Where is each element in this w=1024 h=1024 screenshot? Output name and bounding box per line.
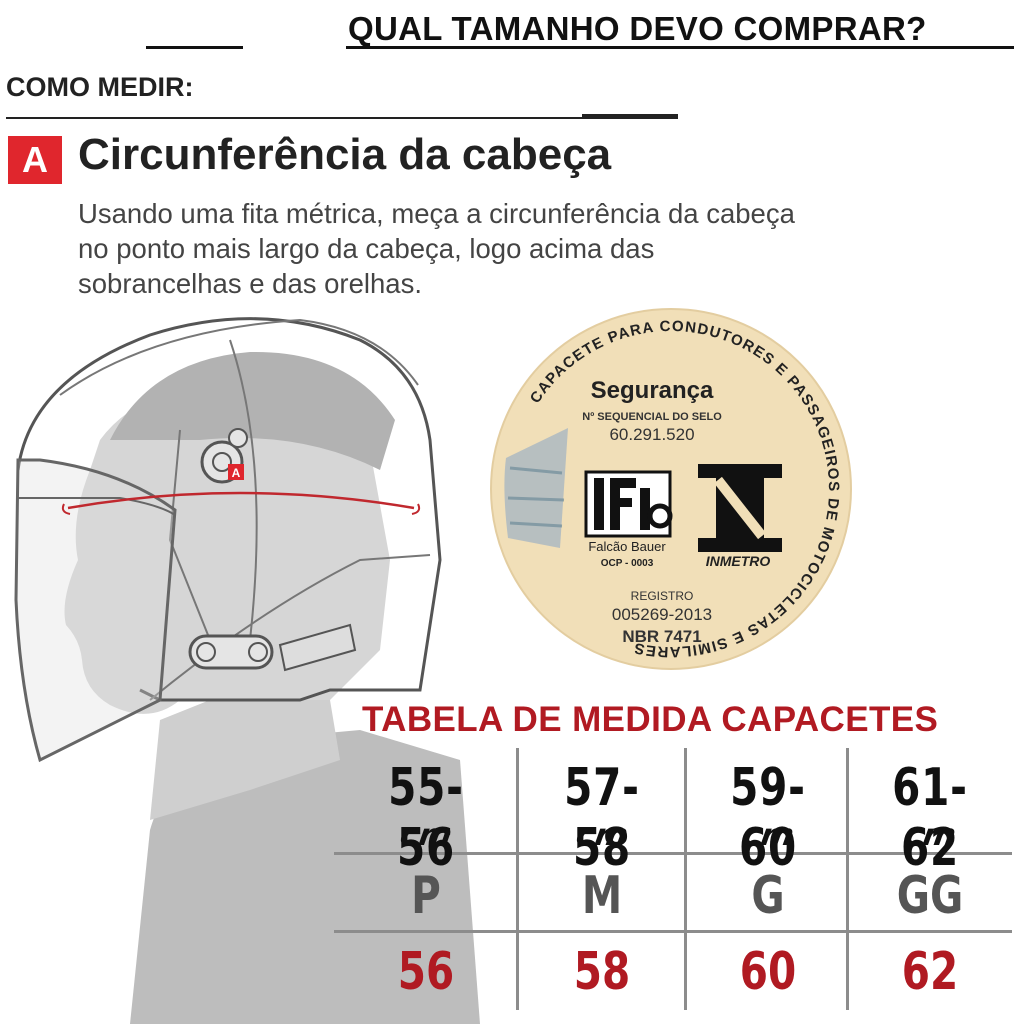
- size-range: 55-56: [388, 758, 464, 878]
- size-letter: G: [751, 866, 785, 926]
- helmet-illustration: A: [14, 317, 480, 1024]
- svg-text:A: A: [232, 466, 241, 480]
- measure-line: [67, 491, 415, 510]
- size-unit: cm: [739, 818, 797, 853]
- seal-seq-number: 60.291.520: [609, 425, 694, 444]
- seal-seq-label: Nº SEQUENCIAL DO SELO: [582, 411, 722, 423]
- reg-label: REGISTRO: [631, 589, 694, 603]
- shirt-shape: [130, 730, 480, 1024]
- step-title: Circunferência da cabeça: [78, 130, 612, 179]
- table-column-divider: [846, 748, 849, 1010]
- table-column-divider: [684, 748, 687, 1010]
- section-divider-accent: [582, 114, 678, 119]
- head-shape: [64, 380, 390, 714]
- lab-code: OCP - 0003: [601, 558, 654, 569]
- helmet-size-number: 62: [901, 942, 959, 1002]
- inmetro-label: INMETRO: [706, 553, 771, 569]
- seal-brand: Segurança: [591, 377, 714, 404]
- reg-number: 005269-2013: [612, 605, 712, 624]
- step-description: Usando uma fita métrica, meça a circunfe…: [78, 198, 795, 299]
- section-divider: [6, 117, 678, 119]
- size-range: 61-62: [892, 758, 968, 878]
- lab-name: Falcão Bauer: [588, 539, 666, 554]
- section-label: COMO MEDIR:: [6, 72, 194, 102]
- hair-shape: [110, 351, 395, 470]
- header-underline: [346, 46, 1014, 49]
- size-unit: cm: [901, 818, 959, 853]
- table-column-divider: [516, 748, 519, 1010]
- size-letter: GG: [896, 866, 964, 926]
- size-letter: M: [581, 866, 623, 926]
- table-row-divider: [334, 930, 1012, 933]
- neck-shape: [150, 700, 340, 820]
- table-row-divider: [334, 852, 1012, 855]
- helmet-size-number: 56: [397, 942, 455, 1002]
- table-title: TABELA DE MEDIDA CAPACETES: [362, 700, 939, 739]
- strap-buckle: [188, 634, 274, 670]
- measure-marker: [228, 464, 244, 480]
- helmet-size-number: 58: [573, 942, 631, 1002]
- visor: [14, 458, 177, 763]
- helmet-shell: [16, 317, 442, 702]
- size-range: 59-60: [730, 758, 806, 878]
- size-unit: cm: [397, 818, 455, 853]
- step-badge: A: [8, 136, 62, 184]
- hologram-strip: [504, 428, 568, 548]
- standard-number: NBR 7471: [622, 627, 701, 646]
- inmetro-seal: CAPACETE PARA CONDUTORES E PASSAGEIROS D…: [490, 308, 852, 670]
- header-rule-left: [146, 46, 243, 49]
- size-letter: P: [411, 866, 441, 926]
- size-unit: cm: [573, 818, 631, 853]
- size-range: 57-58: [564, 758, 640, 878]
- helmet-size-number: 60: [739, 942, 797, 1002]
- page-title: QUAL TAMANHO DEVO COMPRAR?: [348, 10, 927, 47]
